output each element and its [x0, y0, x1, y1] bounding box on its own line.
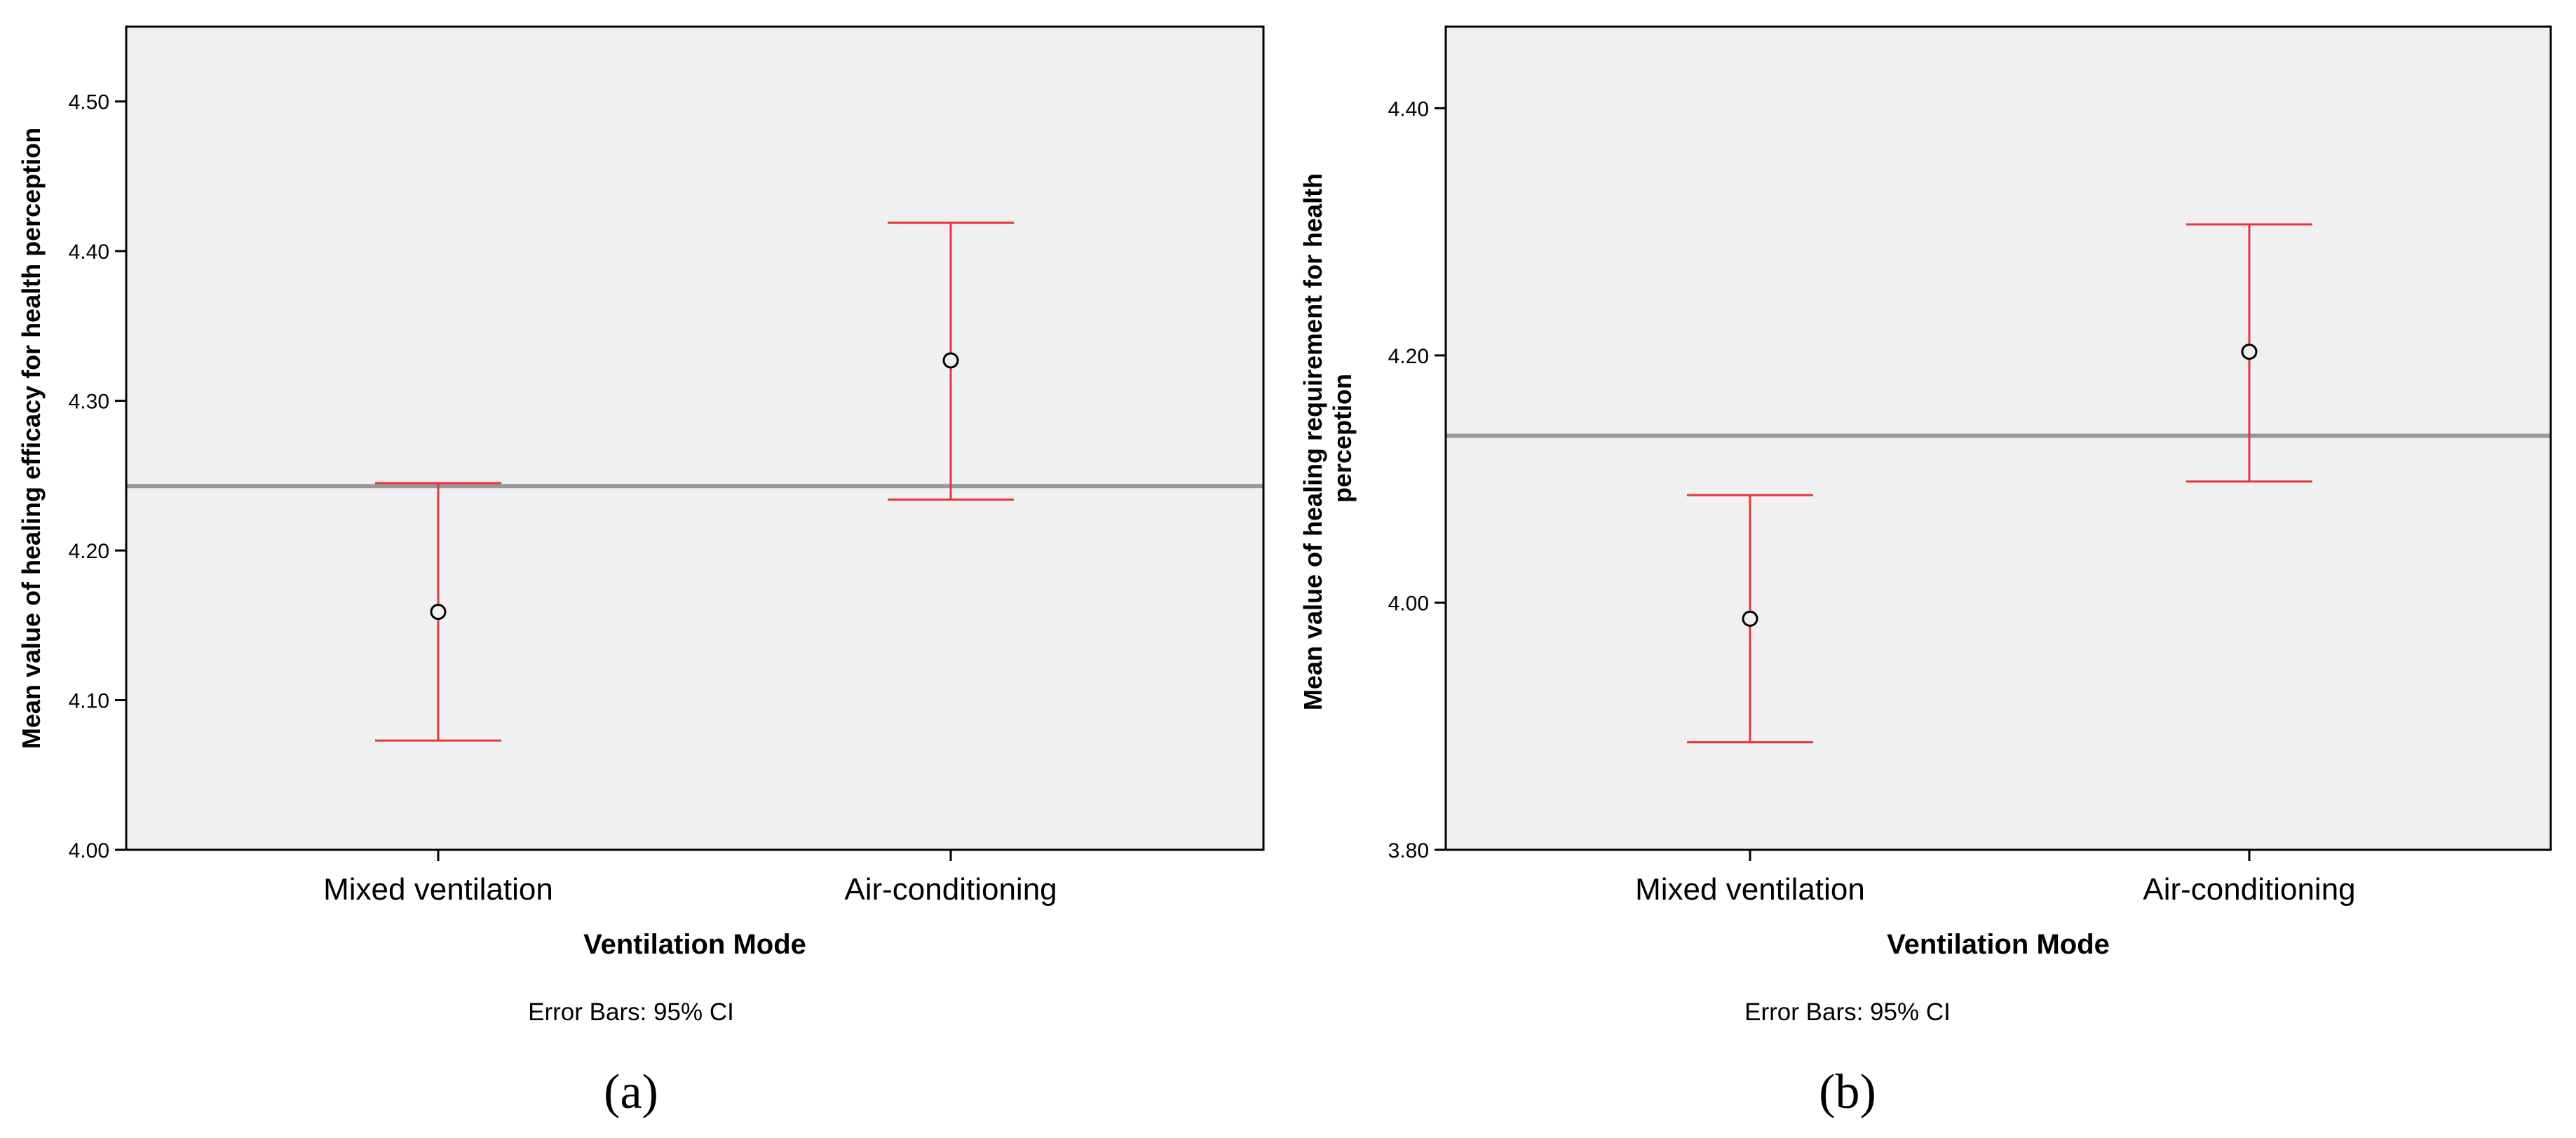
y-axis-label-line-2: perception: [1328, 374, 1357, 503]
error-bars-note: Error Bars: 95% CI: [1744, 998, 1951, 1026]
y-tick-label: 4.10: [69, 690, 109, 713]
y-axis-label-line-1: Mean value of healing requirement for he…: [1299, 173, 1327, 710]
y-tick-label: 3.80: [1388, 839, 1429, 862]
x-axis-label: Ventilation Mode: [1887, 929, 2110, 960]
plot-area: [126, 27, 1263, 850]
mean-marker: [942, 352, 959, 369]
mean-marker: [430, 604, 447, 621]
y-axis-label: Mean value of healing efficacy for healt…: [17, 128, 46, 749]
error-bar: [2186, 223, 2312, 483]
y-tick-label: 4.00: [1388, 592, 1429, 615]
mean-marker: [1742, 610, 1758, 627]
y-axis-ticks: 4.00 4.10 4.20 4.30 4.40 4.50: [69, 91, 126, 862]
y-tick-label: 4.20: [1388, 345, 1429, 368]
y-axis-label: Mean value of healing requirement for he…: [1299, 166, 1357, 710]
panel-label: (a): [604, 1065, 658, 1119]
error-bars: [1687, 223, 2312, 744]
x-tick-label: Air-conditioning: [2143, 872, 2355, 907]
x-tick-label: Mixed ventilation: [1635, 872, 1865, 907]
y-axis-ticks: 3.80 4.00 4.20 4.40: [1388, 97, 1446, 862]
error-bars-note: Error Bars: 95% CI: [528, 998, 734, 1026]
chart-panel-a: 4.00 4.10 4.20 4.30 4.40 4.50 Mixed ventilati…: [17, 25, 1265, 1119]
y-tick-label: 4.50: [69, 91, 109, 114]
plot-frame: [125, 25, 1265, 851]
plot-frame: [1444, 25, 2552, 851]
x-tick-label: Mixed ventilation: [323, 872, 553, 907]
y-tick-label: 4.30: [69, 391, 109, 414]
x-axis-ticks: Mixed ventilation Air-conditioning: [1635, 850, 2356, 907]
error-bar: [375, 482, 501, 742]
error-bars: [375, 222, 1014, 742]
x-tick-label: Air-conditioning: [844, 872, 1057, 907]
error-bar: [1687, 494, 1813, 744]
y-tick-label: 4.00: [69, 839, 109, 862]
y-tick-label: 4.20: [69, 540, 109, 563]
y-tick-label: 4.40: [1388, 97, 1429, 121]
x-axis-label: Ventilation Mode: [583, 929, 806, 960]
plot-area: [1446, 27, 2551, 850]
x-axis-ticks: Mixed ventilation Air-conditioning: [323, 850, 1057, 907]
y-tick-label: 4.40: [69, 241, 109, 264]
chart-panel-b: 3.80 4.00 4.20 4.40 Mixed ventilation Air-co…: [1299, 25, 2552, 1119]
panel-label: (b): [1819, 1065, 1876, 1119]
mean-marker: [2241, 344, 2258, 360]
error-bar: [888, 222, 1014, 501]
